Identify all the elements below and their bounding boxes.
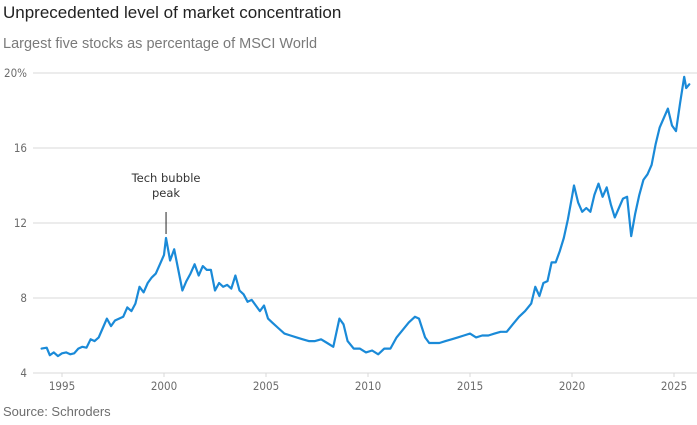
- chart-title: Unprecedented level of market concentrat…: [3, 3, 342, 22]
- gridlines: [33, 72, 697, 374]
- x-tick-label-2010: 2010: [355, 379, 381, 393]
- y-tick-label-4: 4: [20, 366, 27, 380]
- annotation-text-line-1: peak: [152, 186, 180, 200]
- x-tick-label-2000: 2000: [151, 379, 177, 393]
- y-axis-ticks: 4 8 12 16 20%: [4, 66, 27, 380]
- chart-subtitle: Largest five stocks as percentage of MSC…: [3, 36, 318, 52]
- series-line-0: [40, 75, 691, 358]
- x-tick-label-2015: 2015: [457, 379, 483, 393]
- x-axis-ticks: 1995 2000 2005 2010 2015 2020 2025: [49, 373, 687, 393]
- y-tick-label-16: 16: [14, 141, 27, 155]
- x-tick-label-1995: 1995: [49, 379, 75, 393]
- y-tick-label-12: 12: [14, 216, 27, 230]
- y-tick-label-20: 20%: [4, 66, 27, 80]
- x-tick-label-2005: 2005: [253, 379, 279, 393]
- y-tick-label-8: 8: [20, 291, 27, 305]
- x-tick-label-2020: 2020: [559, 379, 585, 393]
- x-tick-label-2025: 2025: [661, 379, 687, 393]
- source-note: Source: Schroders: [3, 404, 111, 419]
- series-layer: [40, 75, 691, 358]
- annotation-text-line-0: Tech bubble: [131, 171, 201, 185]
